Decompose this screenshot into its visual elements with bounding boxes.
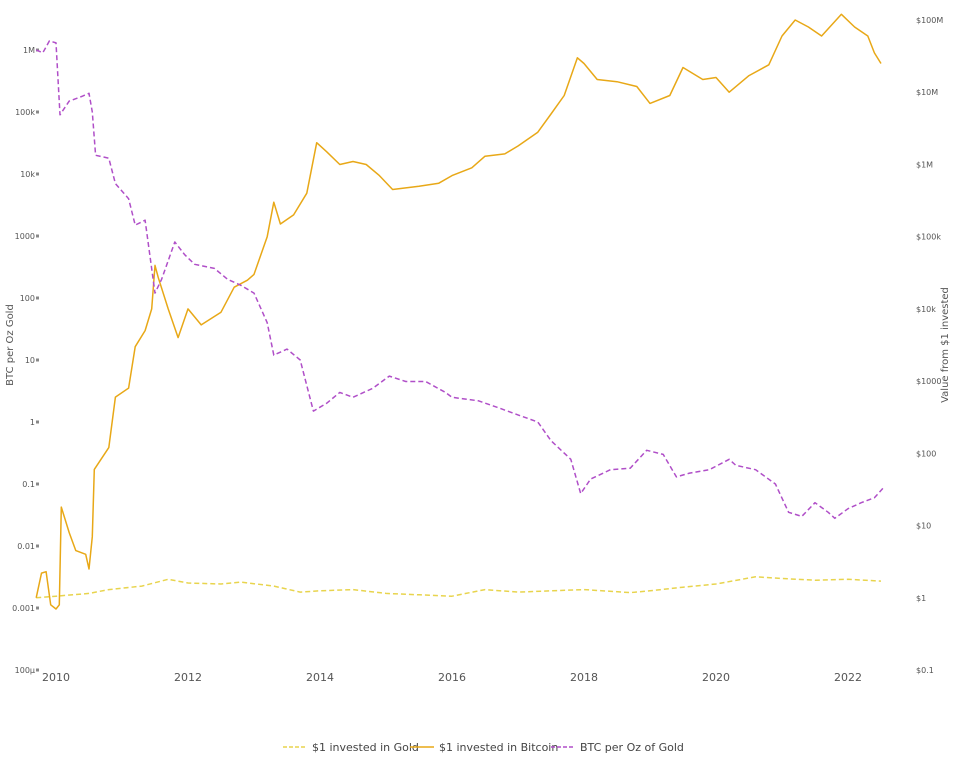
left-tick-label: 10k	[20, 170, 35, 179]
x-tick-label: 2014	[306, 671, 334, 684]
x-axis-ticks: 2010 2012 2014 2016 2018 2020 2022	[42, 671, 862, 684]
left-tick-label: 0.1	[22, 480, 35, 489]
left-tick-label: 1000	[15, 232, 35, 241]
left-tick-label: 1M	[23, 46, 35, 55]
left-tick-mark	[36, 606, 39, 610]
x-tick-label: 2016	[438, 671, 466, 684]
right-axis-title: Value from $1 invested	[940, 287, 951, 403]
left-tick-mark	[36, 420, 39, 424]
legend-item: BTC per Oz of Gold	[580, 741, 684, 754]
left-tick-label: 100	[20, 294, 35, 303]
left-tick-label: 10	[25, 356, 35, 365]
left-axis-title: BTC per Oz Gold	[5, 304, 16, 386]
right-tick-label: $1000	[916, 377, 941, 386]
series-line-2	[35, 40, 885, 520]
left-tick-mark	[36, 296, 39, 300]
legend-item: $1 invested in Bitcoin	[439, 741, 558, 754]
left-tick-label: 100µ	[15, 666, 35, 675]
left-tick-label: 1	[30, 418, 35, 427]
left-tick-mark	[36, 544, 39, 548]
left-tick-mark	[36, 110, 39, 114]
right-tick-label: $1M	[916, 160, 933, 169]
legend-item: $1 invested in Gold	[312, 741, 419, 754]
right-tick-label: $10	[916, 522, 931, 531]
x-tick-label: 2020	[702, 671, 730, 684]
series-line-0	[36, 576, 882, 599]
legend: $1 invested in Gold $1 invested in Bitcoi…	[283, 741, 684, 754]
left-tick-label: 0.001	[12, 604, 35, 613]
series-layer	[35, 13, 885, 610]
right-tick-label: $10M	[916, 88, 938, 97]
left-tick-mark	[36, 234, 39, 238]
right-tick-label: $10k	[916, 305, 936, 314]
left-tick-mark	[36, 358, 39, 362]
x-tick-label: 2022	[834, 671, 862, 684]
right-tick-label: $1	[916, 594, 926, 603]
left-tick-label: 100k	[15, 108, 35, 117]
x-tick-label: 2018	[570, 671, 598, 684]
right-axis-ticks: $100M $10M $1M $100k $10k $1000 $100 $10 $1 $0.1	[916, 16, 943, 675]
left-tick-mark	[36, 668, 39, 672]
right-tick-label: $100	[916, 449, 936, 458]
right-tick-label: $0.1	[916, 666, 934, 675]
x-tick-label: 2010	[42, 671, 70, 684]
series-line-1	[35, 13, 882, 610]
right-tick-label: $100k	[916, 233, 941, 242]
left-tick-mark	[36, 172, 39, 176]
right-tick-label: $100M	[916, 16, 943, 25]
left-tick-label: 0.01	[17, 542, 35, 551]
x-tick-label: 2012	[174, 671, 202, 684]
left-axis-ticks: 1M 100k 10k 1000 100 10 1 0.1 0.01 0.001 100µ	[12, 46, 39, 675]
left-tick-mark	[36, 482, 39, 486]
